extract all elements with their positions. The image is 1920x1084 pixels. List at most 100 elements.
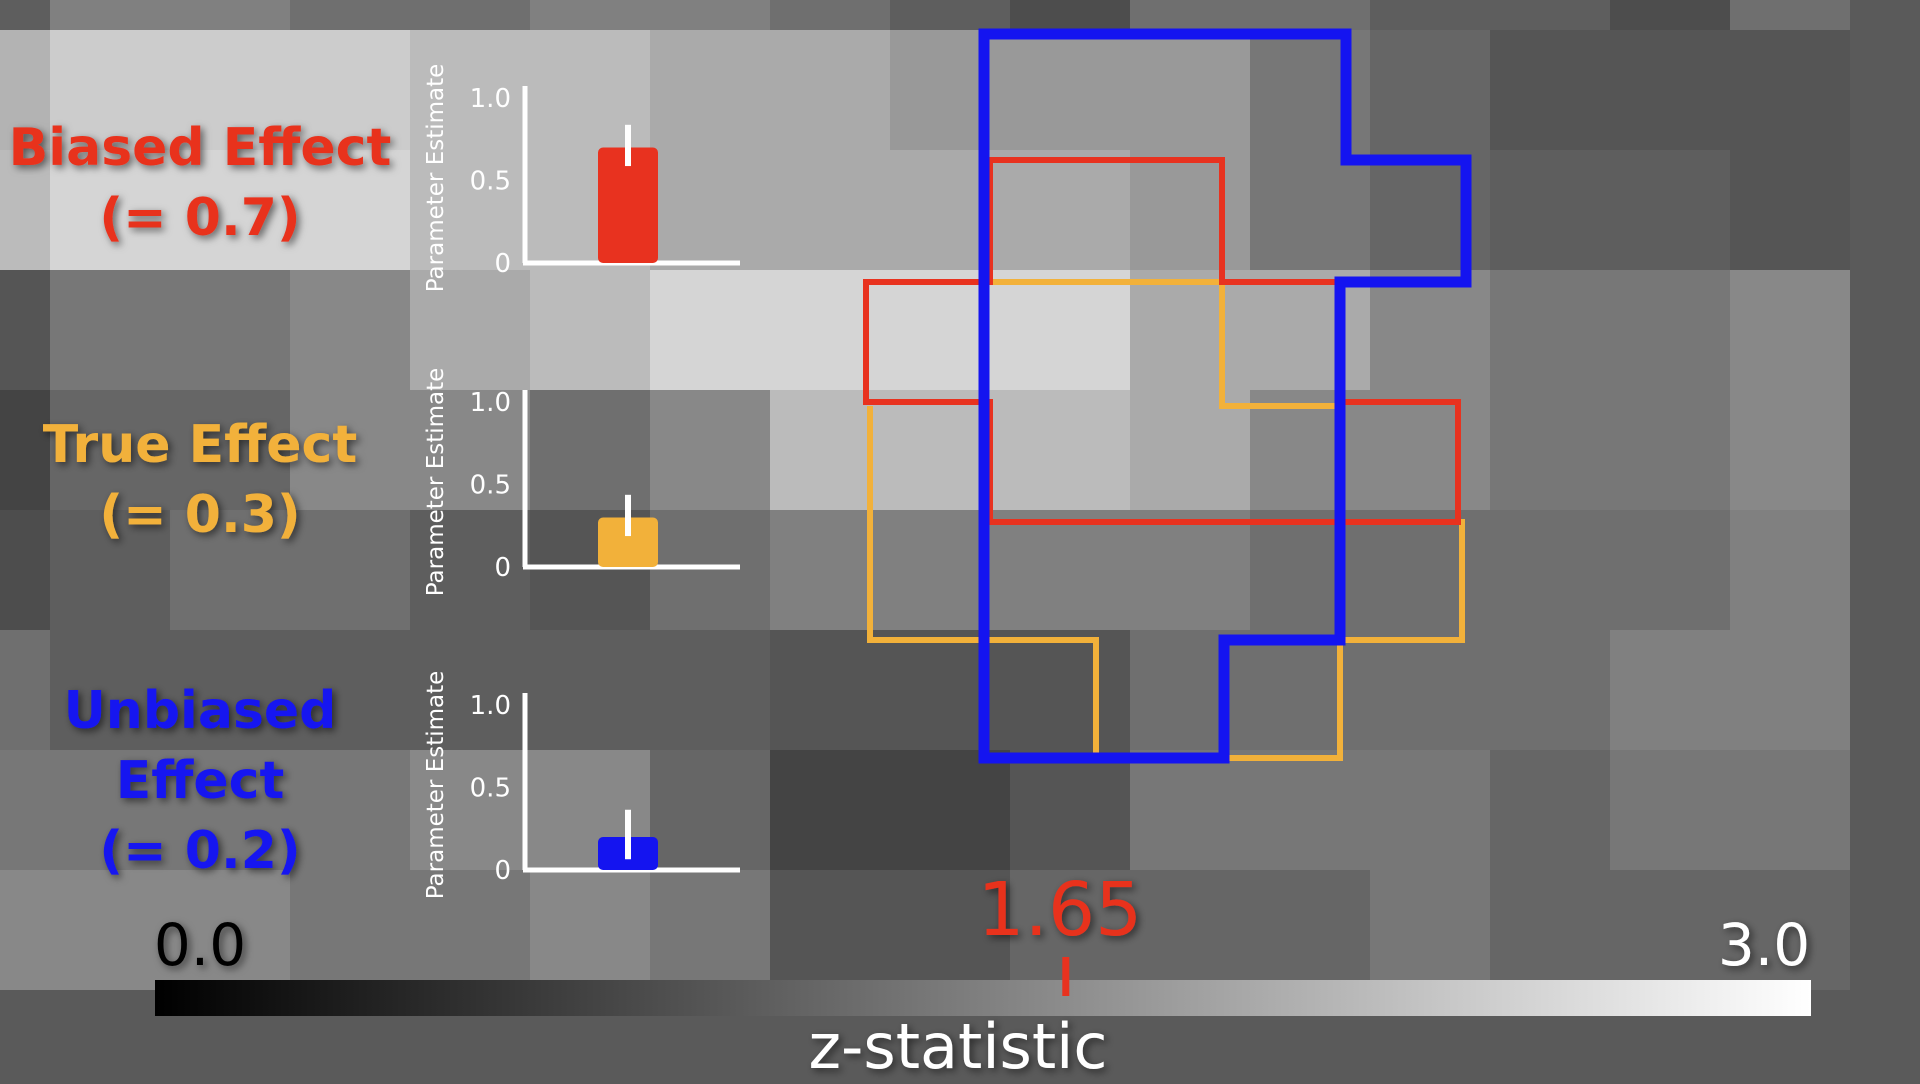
heatmap-cell: [1730, 270, 1850, 390]
heatmap-cell: [410, 0, 530, 30]
heatmap-cell: [1250, 630, 1370, 750]
heatmap-cell: [50, 150, 170, 270]
unbiased-effect-label-line: Unbiased: [64, 681, 337, 741]
heatmap-cell: [1250, 750, 1370, 870]
heatmap-cell: [1490, 630, 1610, 750]
heatmap-cell: [1130, 750, 1250, 870]
heatmap-cell: [0, 150, 50, 270]
heatmap-cell: [1730, 0, 1850, 30]
heatmap-cell: [410, 870, 530, 990]
heatmap-cell: [1370, 270, 1490, 390]
heatmap-cell: [650, 30, 770, 150]
heatmap-cell: [410, 150, 530, 270]
biased-effect-label-line: (= 0.7): [99, 188, 300, 248]
roi-outlines: [863, 28, 1472, 764]
heatmap-cell: [770, 150, 890, 270]
heatmap-cell: [1130, 630, 1250, 750]
heatmap-cell: [290, 750, 410, 870]
heatmap-cell: [1490, 150, 1610, 270]
heatmap-cell: [890, 0, 1010, 30]
heatmap-cell: [1250, 390, 1370, 510]
heatmap-background: [0, 0, 1850, 990]
heatmap-cell: [1010, 630, 1130, 750]
heatmap-cell: [1730, 870, 1850, 990]
heatmap-cell: [770, 0, 890, 30]
heatmap-cell: [170, 750, 290, 870]
heatmap-cell: [1610, 30, 1730, 150]
heatmap-cell: [890, 750, 1010, 870]
heatmap-cell: [0, 270, 50, 390]
heatmap-cell: [170, 390, 290, 510]
heatmap-cell: [1010, 870, 1130, 990]
heatmap-cell: [170, 510, 290, 630]
heatmap-cell: [290, 630, 410, 750]
heatmap-cell: [1130, 0, 1250, 30]
heatmap-cell: [410, 630, 530, 750]
heatmap-cell: [1370, 870, 1490, 990]
y-axis-label: Parameter Estimate: [423, 64, 449, 293]
heatmap-cell: [770, 630, 890, 750]
heatmap-cell: [530, 270, 650, 390]
colorbar-title: z-statistic: [809, 1010, 1108, 1080]
heatmap-cell: [890, 870, 1010, 990]
heatmap-cell: [0, 30, 50, 150]
true-bar-chart: 0 0.5 1.0 Parameter Estimate: [423, 368, 740, 596]
heatmap-cell: [770, 750, 890, 870]
heatmap-cell: [410, 270, 530, 390]
heatmap-cell: [650, 0, 770, 30]
y-tick-label: 1.0: [470, 388, 511, 418]
heatmap-cell: [1250, 270, 1370, 390]
heatmap-cell: [1010, 30, 1130, 150]
effect-labels: Biased Effect (= 0.7) True Effect (= 0.3) Un…: [9, 118, 392, 881]
heatmap-cell: [650, 150, 770, 270]
heatmap-cell: [770, 30, 890, 150]
true-roi-outline: [867, 279, 1465, 761]
y-tick-label: 1.0: [470, 691, 511, 721]
heatmap-cell: [1490, 510, 1610, 630]
heatmap-cell: [890, 270, 1010, 390]
unbiased-effect-label-line: (= 0.2): [99, 821, 300, 881]
heatmap-cell: [170, 0, 290, 30]
heatmap-cell: [1610, 0, 1730, 30]
heatmap-cell: [1010, 150, 1130, 270]
heatmap-cell: [290, 870, 410, 990]
heatmap-cell: [1610, 630, 1730, 750]
heatmap-cell: [530, 870, 650, 990]
heatmap-cell: [50, 870, 170, 990]
biased-bar: [598, 147, 658, 263]
heatmap-cell: [290, 150, 410, 270]
heatmap-cell: [170, 30, 290, 150]
true-effect-label-line: (= 0.3): [99, 485, 300, 545]
heatmap-cell: [1610, 750, 1730, 870]
y-tick-label: 0: [494, 553, 511, 583]
heatmap-cell: [1010, 510, 1130, 630]
heatmap-cell: [1490, 870, 1610, 990]
heatmap-cell: [50, 30, 170, 150]
heatmap-cell: [50, 0, 170, 30]
threshold-label: 1.65: [977, 867, 1142, 953]
heatmap-cell: [1610, 870, 1730, 990]
heatmap-cell: [1370, 390, 1490, 510]
heatmap-cell: [290, 270, 410, 390]
bar-charts: 0 0.5 1.0 Parameter Estimate 0 0.5 1.0 Paramete…: [423, 64, 740, 900]
unbiased-roi-outline: [978, 28, 1472, 764]
heatmap-cell: [1730, 630, 1850, 750]
colorbar-gradient: [155, 980, 1811, 1016]
heatmap-cell: [1490, 390, 1610, 510]
heatmap-cell: [1010, 0, 1130, 30]
heatmap-cell: [50, 630, 170, 750]
heatmap-cell: [1610, 510, 1730, 630]
heatmap-cell: [1730, 30, 1850, 150]
heatmap-cell: [650, 390, 770, 510]
heatmap-cell: [50, 510, 170, 630]
heatmap-cell: [1730, 150, 1850, 270]
colorbar-min-label: 0.0: [154, 911, 246, 979]
heatmap-cell: [1250, 30, 1370, 150]
heatmap-cell: [1610, 270, 1730, 390]
heatmap-cell: [530, 390, 650, 510]
heatmap-cell: [290, 0, 410, 30]
heatmap-cell: [1130, 30, 1250, 150]
y-tick-label: 0.5: [470, 167, 511, 197]
y-axis-label: Parameter Estimate: [423, 671, 449, 900]
